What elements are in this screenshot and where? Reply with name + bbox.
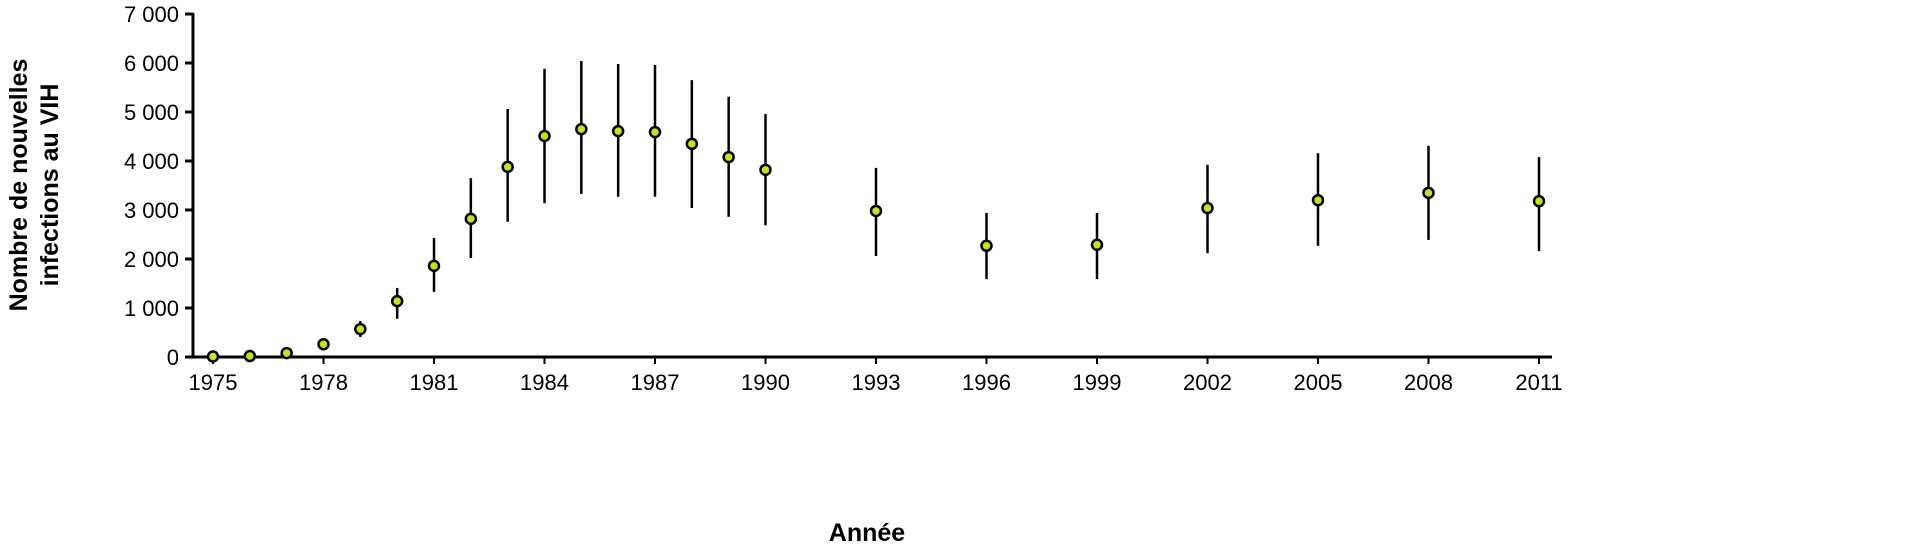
y-tick-label: 5 000 [124, 100, 179, 125]
x-axis-label: Année [829, 519, 906, 547]
data-point [1311, 193, 1325, 207]
y-tick-label: 3 000 [124, 198, 179, 223]
data-point [1201, 201, 1214, 215]
data-point [280, 346, 293, 360]
data-point [501, 160, 514, 174]
data-marks [206, 61, 1546, 363]
x-tick-label: 1990 [741, 370, 790, 395]
data-point [464, 212, 478, 226]
data-point [759, 163, 772, 177]
y-axis-label-line-2: infections au VIH [36, 84, 64, 287]
data-point [869, 204, 883, 218]
x-tick-label: 2011 [1515, 370, 1562, 395]
data-point [206, 350, 220, 363]
x-tick-label: 1996 [962, 370, 1011, 395]
x-tick-label: 1975 [189, 370, 238, 395]
data-point [648, 125, 662, 139]
x-tick-label: 2008 [1404, 370, 1453, 395]
y-tick-label: 1 000 [124, 296, 179, 321]
data-point [538, 129, 551, 143]
x-tick-label: 1978 [299, 370, 348, 395]
y-tick-label: 4 000 [124, 149, 179, 174]
x-tick-label: 2002 [1183, 370, 1232, 395]
y-tick-label: 2 000 [124, 247, 179, 272]
data-point [980, 239, 993, 253]
x-tick-label: 1981 [410, 370, 459, 395]
data-point [611, 124, 625, 138]
x-tick-label: 1984 [520, 370, 569, 395]
data-point [575, 122, 588, 136]
y-tick-label: 0 [167, 345, 179, 370]
y-tick-label: 7 000 [124, 2, 179, 27]
y-tick-label: 6 000 [124, 51, 179, 76]
data-point [1532, 194, 1546, 208]
data-point [317, 338, 330, 351]
data-point [1422, 186, 1435, 200]
data-point [390, 294, 404, 308]
data-point [243, 349, 257, 363]
data-point [685, 137, 699, 151]
data-point [354, 322, 367, 336]
data-point [1090, 238, 1104, 252]
y-axis-label-line-1: Nombre de nouvelles [5, 59, 33, 312]
data-point [427, 259, 441, 273]
x-tick-label: 1999 [1073, 370, 1122, 395]
x-tick-label: 1993 [852, 370, 901, 395]
axes: 0 1 000 2 000 3 000 4 000 5 000 6 000 7 000 1975… [124, 2, 1563, 395]
x-tick-label: 1987 [631, 370, 680, 395]
x-tick-label: 2005 [1294, 370, 1343, 395]
data-point [722, 150, 735, 164]
